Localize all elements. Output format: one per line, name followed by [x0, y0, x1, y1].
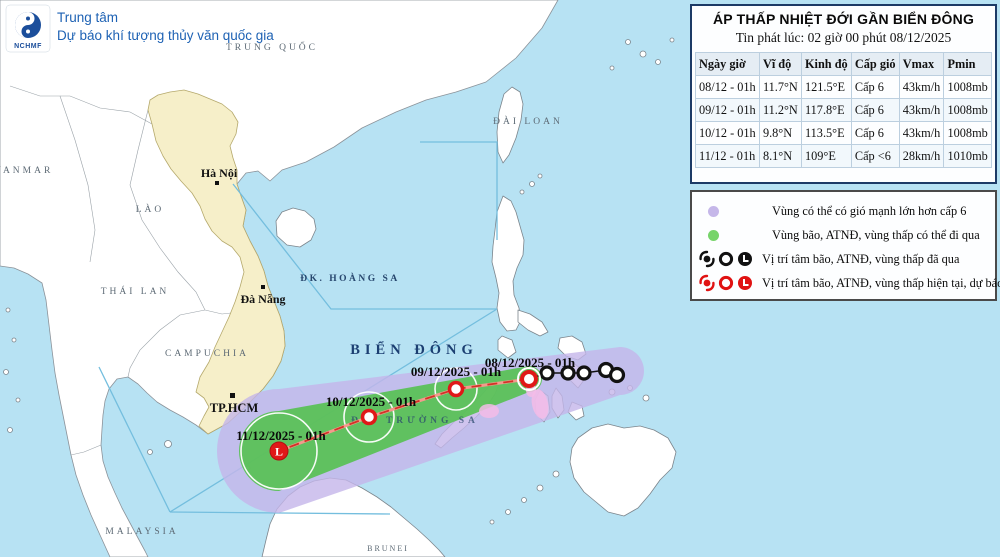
label-hoang-sa: ĐK. HOÀNG SA	[300, 272, 399, 284]
track-area-dot	[708, 229, 719, 241]
low-pressure-marker: L	[269, 441, 289, 461]
cell: 08/12 - 01h	[695, 75, 760, 99]
city-markers: Hà Nội Đà Nẵng TP.HCM	[201, 166, 286, 415]
logo-text: NCHMF	[14, 43, 42, 50]
col-pmin: Pmin	[943, 52, 992, 76]
legend-item-wind-area: Vùng có thể có gió mạnh lớn hơn cấp 6	[698, 199, 991, 223]
bulletin-title: ÁP THẤP NHIỆT ĐỚI GẦN BIỂN ĐÔNG	[712, 11, 975, 27]
cell: 28km/h	[898, 144, 945, 168]
typhoon-icon	[699, 250, 715, 268]
low-area-icon	[738, 252, 752, 266]
vietnam-territory	[147, 89, 286, 435]
label-ha-noi: Hà Nội	[201, 166, 238, 180]
org-line1: Trung tâm	[57, 10, 119, 25]
org-name: Trung tâm Dự báo khí tượng thủy văn quốc…	[57, 9, 274, 44]
label-campuchia: CAMPUCHIA	[165, 349, 249, 359]
low-area-icon-red	[738, 276, 752, 290]
typhoon-icon-red	[699, 274, 715, 292]
depression-circle-icon-red	[718, 275, 734, 291]
track-label-0812: 08/12/2025 - 01h	[485, 355, 576, 370]
legend-panel: Vùng có thể có gió mạnh lớn hơn cấp 6 Vù…	[690, 190, 1000, 301]
uncertainty-circles	[240, 367, 478, 490]
track-label-0912: 09/12/2025 - 01h	[411, 364, 502, 379]
cell: 1008mb	[943, 98, 992, 122]
cell: 8.1°N	[758, 144, 802, 168]
svg-text:L: L	[275, 445, 283, 459]
legend-label: Vùng có thể có gió mạnh lớn hơn cấp 6	[772, 203, 967, 218]
forecast-position-markers	[360, 380, 465, 426]
geo-labels: TRUNG QUỐC ĐÀI LOAN MYANMAR LÀO THÁI LAN…	[0, 40, 563, 553]
legend-label: Vị trí tâm bão, ATNĐ, vùng thấp đã qua	[762, 251, 960, 266]
label-myanmar: MYANMAR	[0, 166, 53, 176]
cell: 10/12 - 01h	[695, 121, 760, 145]
cell: 117.8°E	[800, 98, 852, 122]
cell: 11.7°N	[758, 75, 802, 99]
cell: 9.8°N	[758, 121, 802, 145]
cell: 43km/h	[898, 75, 945, 99]
cell: 109°E	[800, 144, 852, 168]
col-vi-do: Vĩ độ	[758, 52, 802, 76]
label-trung-quoc: TRUNG QUỐC	[226, 40, 318, 53]
col-vmax: Vmax	[898, 52, 945, 76]
legend-item-past-position: Vị trí tâm bão, ATNĐ, vùng thấp đã qua	[698, 247, 991, 271]
forecast-track-line	[278, 377, 530, 453]
cell: 1008mb	[943, 75, 992, 99]
label-tphcm: TP.HCM	[210, 401, 259, 415]
cell: Cấp 6	[850, 121, 900, 145]
wind-area-dot	[708, 205, 719, 217]
depression-circle-icon	[718, 251, 734, 267]
table-row: 08/12 - 01h 11.7°N 121.5°E Cấp 6 43km/h …	[695, 75, 992, 99]
track-date-labels: 08/12/2025 - 01h 09/12/2025 - 01h 10/12/…	[236, 355, 576, 443]
forecast-table: Ngày giờ Vĩ độ Kinh độ Cấp gió Vmax Pmin…	[695, 52, 992, 168]
legend-label: Vị trí tâm bão, ATNĐ, vùng thấp hiện tại…	[762, 275, 1000, 290]
label-dai-loan: ĐÀI LOAN	[493, 115, 563, 127]
cell: 11.2°N	[758, 98, 802, 122]
col-cap-gio: Cấp gió	[850, 52, 900, 76]
cell: 43km/h	[898, 98, 945, 122]
cell: 1010mb	[943, 144, 992, 168]
table-row: 09/12 - 01h 11.2°N 117.8°E Cấp 6 43km/h …	[695, 98, 992, 122]
truong-sa-label: ĐK. TRƯỜNG SA	[351, 414, 479, 426]
label-brunei: BRUNEI	[367, 544, 409, 553]
country-borders	[9, 85, 241, 456]
label-malaysia: MALAYSIA	[105, 527, 178, 537]
label-thai-lan: THÁI LAN	[101, 285, 170, 297]
past-track	[528, 361, 626, 384]
track-label-1112: 11/12/2025 - 01h	[236, 428, 326, 443]
bulletin-issued-time: Tin phát lúc: 02 giờ 00 phút 08/12/2025	[735, 30, 952, 45]
label-lao: LÀO	[136, 203, 165, 215]
legend-label: Vùng bão, ATNĐ, vùng thấp có thể đi qua	[772, 227, 980, 242]
nchmf-logo: NCHMF	[5, 4, 51, 53]
cell: 09/12 - 01h	[695, 98, 760, 122]
cell: Cấp 6	[850, 75, 900, 99]
legend-item-current-position: Vị trí tâm bão, ATNĐ, vùng thấp hiện tại…	[698, 271, 1000, 295]
legend-item-track-area: Vùng bão, ATNĐ, vùng thấp có thể đi qua	[698, 223, 991, 247]
label-da-nang: Đà Nẵng	[240, 292, 285, 306]
table-row: 11/12 - 01h 8.1°N 109°E Cấp <6 28km/h 10…	[695, 144, 992, 168]
cell: 121.5°E	[800, 75, 852, 99]
col-ngay-gio: Ngày giờ	[695, 52, 760, 76]
org-line2: Dự báo khí tượng thủy văn quốc gia	[57, 27, 274, 43]
cell: Cấp <6	[850, 144, 900, 168]
col-kinh-do: Kinh độ	[800, 52, 852, 76]
bulletin-panel: ÁP THẤP NHIỆT ĐỚI GẦN BIỂN ĐÔNG Tin phát…	[690, 4, 997, 184]
label-bien-dong: BIỂN ĐÔNG	[350, 340, 478, 358]
cell: 11/12 - 01h	[695, 144, 760, 168]
cell: Cấp 6	[850, 98, 900, 122]
cell: 113.5°E	[800, 121, 852, 145]
cell: 1008mb	[943, 121, 992, 145]
current-position-marker	[517, 367, 541, 391]
track-label-1012: 10/12/2025 - 01h	[326, 394, 417, 409]
table-header-row: Ngày giờ Vĩ độ Kinh độ Cấp gió Vmax Pmin	[695, 52, 992, 76]
table-row: 10/12 - 01h 9.8°N 113.5°E Cấp 6 43km/h 1…	[695, 121, 992, 145]
cell: 43km/h	[898, 121, 945, 145]
